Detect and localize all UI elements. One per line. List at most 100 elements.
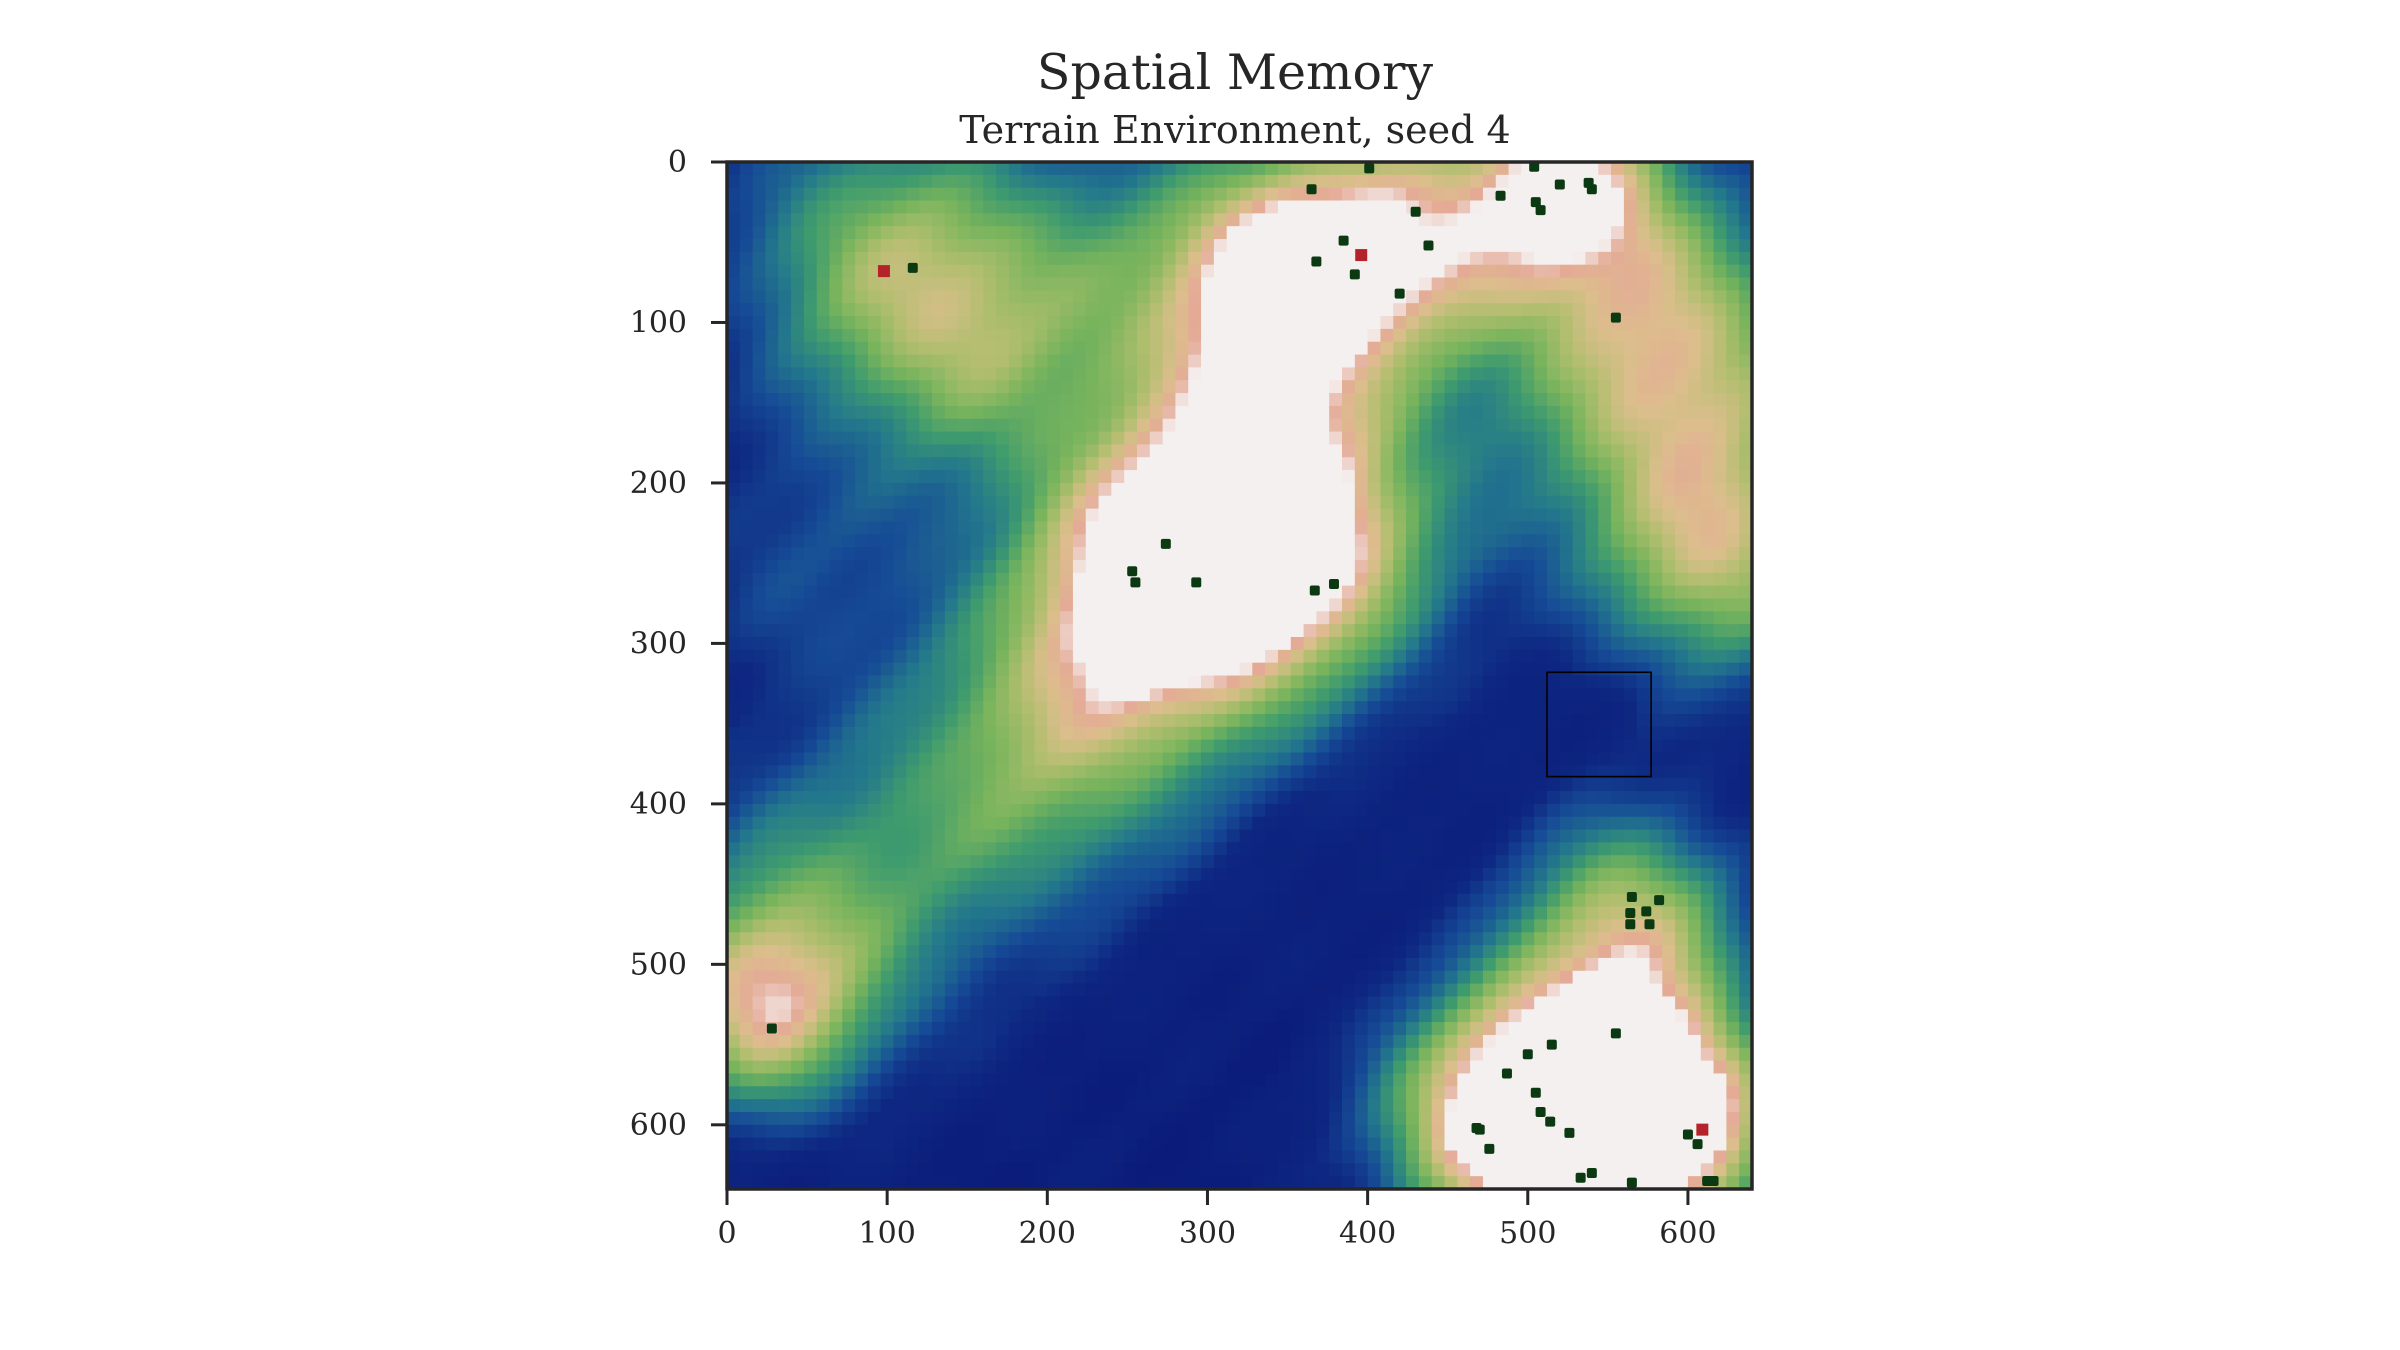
terrain-cell xyxy=(803,983,818,998)
terrain-cell xyxy=(1098,239,1113,253)
terrain-cell xyxy=(1188,380,1202,394)
terrain-cell xyxy=(765,277,780,292)
terrain-cell xyxy=(996,1150,1010,1165)
terrain-cell xyxy=(1444,174,1459,189)
terrain-cell xyxy=(1149,624,1164,638)
terrain-cell xyxy=(1482,1022,1497,1036)
terrain-cell xyxy=(1085,1099,1100,1113)
terrain-cell xyxy=(727,791,741,805)
terrain-cell xyxy=(906,752,920,767)
terrain-cell xyxy=(1175,714,1190,728)
terrain-cell xyxy=(1021,1022,1036,1036)
terrain-cell xyxy=(1226,508,1241,523)
terrain-cell xyxy=(1175,213,1190,227)
terrain-cell xyxy=(1098,470,1113,484)
terrain-cell xyxy=(1162,752,1177,767)
terrain-cell xyxy=(1470,482,1484,497)
terrain-cell xyxy=(1226,893,1241,908)
terrain-cell xyxy=(1047,1073,1061,1088)
terrain-cell xyxy=(1111,803,1125,818)
terrain-cell xyxy=(996,765,1010,779)
terrain-cell xyxy=(1508,893,1523,908)
terrain-cell xyxy=(1482,752,1497,767)
terrain-cell xyxy=(1021,624,1036,638)
terrain-cell xyxy=(1457,1150,1471,1165)
terrain-cell xyxy=(1470,239,1484,253)
terrain-cell xyxy=(816,316,831,330)
terrain-cell xyxy=(778,803,792,818)
terrain-cell xyxy=(1316,547,1330,561)
terrain-cell xyxy=(855,726,869,741)
terrain-cell xyxy=(1367,791,1382,805)
terrain-cell xyxy=(1457,906,1471,921)
terrain-cell xyxy=(1111,739,1125,754)
terrain-cell xyxy=(1252,983,1266,998)
terrain-cell xyxy=(1342,739,1356,754)
terrain-cell xyxy=(1188,534,1202,548)
terrain-cell xyxy=(1034,316,1049,330)
terrain-cell xyxy=(1470,739,1484,754)
terrain-cell xyxy=(1060,1137,1074,1152)
terrain-cell xyxy=(803,277,818,292)
terrain-cell xyxy=(791,701,805,715)
terrain-cell xyxy=(1418,585,1433,600)
terrain-cell xyxy=(1047,906,1061,921)
terrain-cell xyxy=(1418,688,1433,702)
terrain-cell xyxy=(1162,636,1177,651)
terrain-cell xyxy=(932,1137,946,1152)
terrain-cell xyxy=(919,200,933,215)
terrain-cell xyxy=(1367,534,1382,548)
terrain-cell xyxy=(1470,277,1484,292)
terrain-cell xyxy=(842,983,856,998)
terrain-cell xyxy=(791,688,805,702)
terrain-cell xyxy=(893,1111,908,1126)
terrain-cell xyxy=(1444,611,1459,625)
terrain-cell xyxy=(1162,521,1177,536)
terrain-cell xyxy=(1188,1086,1202,1100)
terrain-cell xyxy=(791,598,805,613)
terrain-cell xyxy=(944,714,959,728)
terrain-cell xyxy=(1367,1099,1382,1113)
terrain-cell xyxy=(944,162,959,176)
terrain-cell xyxy=(752,1150,767,1165)
terrain-cell xyxy=(1457,482,1471,497)
terrain-cell xyxy=(1482,1111,1497,1126)
terrain-cell xyxy=(867,367,882,382)
terrain-cell xyxy=(932,842,946,857)
terrain-cell xyxy=(803,803,818,818)
terrain-cell xyxy=(765,778,780,792)
terrain-cell xyxy=(1098,559,1113,574)
terrain-cell xyxy=(1060,1124,1074,1139)
terrain-cell xyxy=(1444,547,1459,561)
terrain-cell xyxy=(1303,649,1318,664)
terrain-cell xyxy=(880,752,895,767)
terrain-cell xyxy=(1508,906,1523,921)
terrain-cell xyxy=(1393,906,1407,921)
terrain-cell xyxy=(1303,341,1318,356)
terrain-cell xyxy=(1342,791,1356,805)
terrain-cell xyxy=(957,829,972,844)
terrain-cell xyxy=(1213,598,1228,613)
terrain-cell xyxy=(1072,393,1087,407)
terrain-cell xyxy=(816,868,831,882)
terrain-cell xyxy=(1188,791,1202,805)
terrain-cell xyxy=(1072,200,1087,215)
terrain-cell xyxy=(791,418,805,433)
terrain-cell xyxy=(1380,534,1395,548)
terrain-cell xyxy=(1367,367,1382,382)
terrain-cell xyxy=(1034,418,1049,433)
terrain-cell xyxy=(752,996,767,1011)
terrain-cell xyxy=(919,829,933,844)
terrain-cell xyxy=(906,1073,920,1088)
terrain-cell xyxy=(1021,957,1036,972)
terrain-cell xyxy=(867,239,882,253)
terrain-cell xyxy=(1508,1034,1523,1049)
terrain-cell xyxy=(1508,624,1523,638)
terrain-cell xyxy=(1431,803,1446,818)
terrain-cell xyxy=(1303,226,1318,240)
terrain-cell xyxy=(957,752,972,767)
terrain-cell xyxy=(1072,303,1087,317)
terrain-cell xyxy=(880,1111,895,1126)
terrain-cell xyxy=(893,290,908,305)
terrain-cell xyxy=(855,1111,869,1126)
